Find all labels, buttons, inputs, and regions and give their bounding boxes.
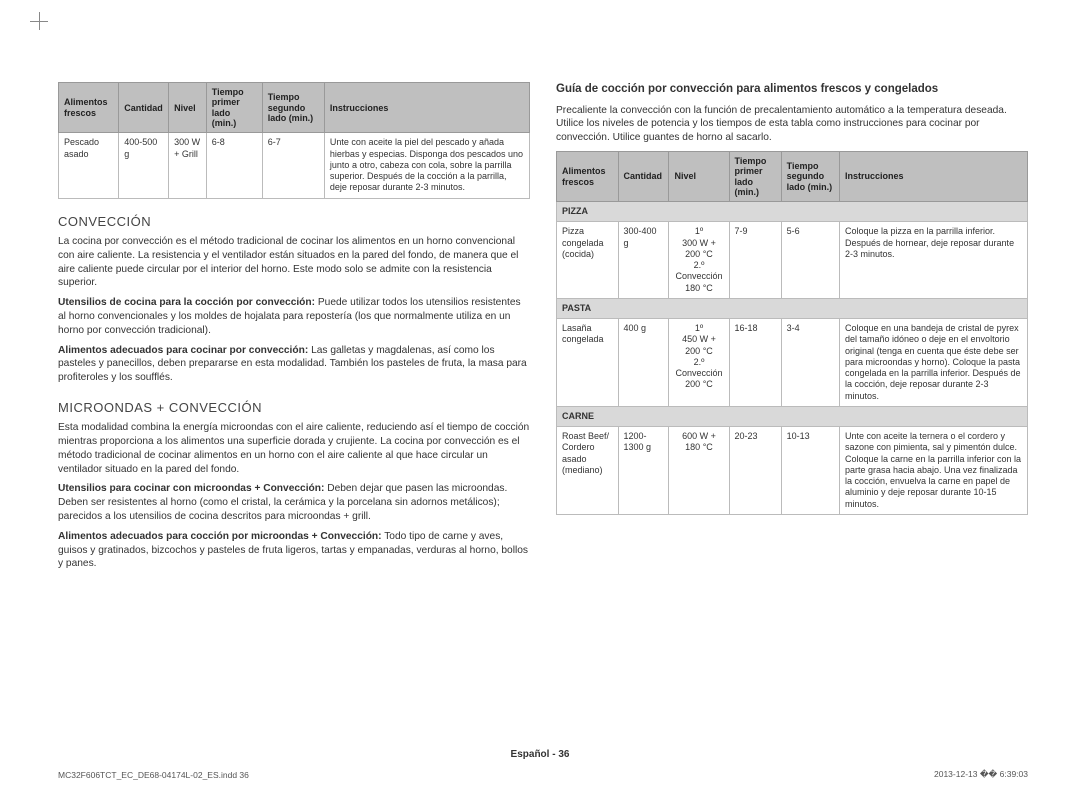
- mc-bold-2: Utensilios para cocinar con microondas +…: [58, 483, 324, 494]
- mc-para-2: Utensilios para cocinar con microondas +…: [58, 482, 530, 523]
- th-t2: Tiempo segundo lado (min.): [262, 83, 324, 133]
- section-row-pasta: PASTA: [557, 298, 1028, 318]
- th-instr: Instrucciones: [839, 151, 1027, 201]
- table-row: Pescado asado 400-500 g 300 W + Grill 6-…: [59, 133, 530, 198]
- th-qty: Cantidad: [119, 83, 169, 133]
- heading-micro-conv: MICROONDAS + CONVECCIÓN: [58, 399, 530, 417]
- table-row: Pizza congelada (cocida) 300-400 g 1º 30…: [557, 222, 1028, 299]
- cell-instr: Unte con aceite la ternera o el cordero …: [839, 427, 1027, 515]
- cell-t1: 16-18: [729, 319, 781, 407]
- section-row-pizza: PIZZA: [557, 202, 1028, 222]
- th-level: Nivel: [669, 151, 729, 201]
- crop-mark: [30, 12, 50, 32]
- cell-qty: 400-500 g: [119, 133, 169, 198]
- th-level: Nivel: [169, 83, 207, 133]
- table-row: Roast Beef/ Cordero asado (mediano) 1200…: [557, 427, 1028, 515]
- indd-timestamp: 2013-12-13 �� 6:39:03: [934, 769, 1028, 780]
- cell-food: Roast Beef/ Cordero asado (mediano): [557, 427, 619, 515]
- th-food: Alimentos frescos: [59, 83, 119, 133]
- section-carne: CARNE: [557, 406, 1028, 426]
- cell-level: 300 W + Grill: [169, 133, 207, 198]
- cell-food: Pizza congelada (cocida): [557, 222, 619, 299]
- cell-t2: 10-13: [781, 427, 839, 515]
- cell-qty: 400 g: [618, 319, 669, 407]
- th-instr: Instrucciones: [324, 83, 529, 133]
- mc-bold-3: Alimentos adecuados para cocción por mic…: [58, 531, 382, 542]
- right-column: Guía de cocción por convección para alim…: [556, 24, 1028, 776]
- conv-para-2: Utensilios de cocina para la cocción por…: [58, 296, 530, 337]
- section-row-carne: CARNE: [557, 406, 1028, 426]
- mc-para-3: Alimentos adecuados para cocción por mic…: [58, 530, 530, 571]
- cell-t2: 3-4: [781, 319, 839, 407]
- th-t2: Tiempo segundo lado (min.): [781, 151, 839, 201]
- cell-qty: 1200-1300 g: [618, 427, 669, 515]
- conv-bold-2: Utensilios de cocina para la cocción por…: [58, 297, 315, 308]
- th-t1: Tiempo primer lado (min.): [729, 151, 781, 201]
- mc-para-1: Esta modalidad combina la energía microo…: [58, 421, 530, 476]
- cell-t1: 7-9: [729, 222, 781, 299]
- th-food: Alimentos frescos: [557, 151, 619, 201]
- cell-instr: Unte con aceite la piel del pescado y añ…: [324, 133, 529, 198]
- guide-intro: Precaliente la convección con la función…: [556, 104, 1028, 145]
- cell-level: 1º 450 W + 200 °C 2.º Convección 200 °C: [669, 319, 729, 407]
- cell-t1: 6-8: [206, 133, 262, 198]
- page-footer: Español - 36: [0, 749, 1080, 760]
- left-column: Alimentos frescos Cantidad Nivel Tiempo …: [58, 24, 530, 776]
- cell-instr: Coloque la pizza en la parrilla inferior…: [839, 222, 1027, 299]
- cell-level: 600 W + 180 °C: [669, 427, 729, 515]
- cell-t1: 20-23: [729, 427, 781, 515]
- section-pizza: PIZZA: [557, 202, 1028, 222]
- cell-food: Pescado asado: [59, 133, 119, 198]
- convection-guide-table: Alimentos frescos Cantidad Nivel Tiempo …: [556, 151, 1028, 515]
- content-columns: Alimentos frescos Cantidad Nivel Tiempo …: [58, 24, 1028, 776]
- cell-qty: 300-400 g: [618, 222, 669, 299]
- heading-conveccion: CONVECCIÓN: [58, 213, 530, 231]
- cell-t2: 5-6: [781, 222, 839, 299]
- conv-para-3: Alimentos adecuados para cocinar por con…: [58, 344, 530, 385]
- cell-food: Lasaña congelada: [557, 319, 619, 407]
- table-row: Lasaña congelada 400 g 1º 450 W + 200 °C…: [557, 319, 1028, 407]
- indd-filename: MC32F606TCT_EC_DE68-04174L-02_ES.indd 36: [58, 770, 249, 780]
- cell-instr: Coloque en una bandeja de cristal de pyr…: [839, 319, 1027, 407]
- th-t1: Tiempo primer lado (min.): [206, 83, 262, 133]
- section-pasta: PASTA: [557, 298, 1028, 318]
- page: Alimentos frescos Cantidad Nivel Tiempo …: [0, 0, 1080, 792]
- conv-bold-3: Alimentos adecuados para cocinar por con…: [58, 345, 308, 356]
- cell-level: 1º 300 W + 200 °C 2.º Convección 180 °C: [669, 222, 729, 299]
- fresh-food-table: Alimentos frescos Cantidad Nivel Tiempo …: [58, 82, 530, 199]
- guide-title: Guía de cocción por convección para alim…: [556, 82, 1028, 98]
- th-qty: Cantidad: [618, 151, 669, 201]
- cell-t2: 6-7: [262, 133, 324, 198]
- conv-para-1: La cocina por convección es el método tr…: [58, 235, 530, 290]
